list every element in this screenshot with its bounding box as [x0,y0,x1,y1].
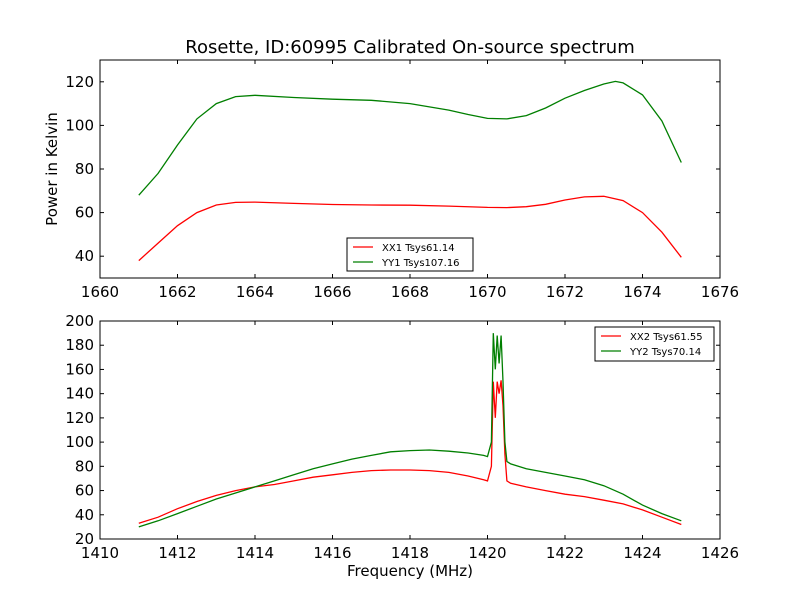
top-y-tick-label: 60 [75,204,94,222]
bottom-series-line-1 [138,380,682,526]
top-x-tick-label: 1672 [546,283,584,301]
top-x-tick-label: 1668 [391,283,429,301]
top-spectrum-plot: 1660 1662 1664 1666 1668 1670 1672 1674 1676 40 60… [43,59,739,301]
bottom-y-tick-label: 80 [75,457,94,475]
bottom-legend-label-1: XX2 Tsys61.55 [630,332,703,343]
top-x-tick-label: 1664 [236,283,274,301]
top-x-tick-label: 1676 [701,283,739,301]
figure-title: Rosette, ID:60995 Calibrated On-source s… [185,37,635,58]
top-x-tick-label: 1674 [623,283,661,301]
bottom-y-tick-label: 60 [75,482,94,500]
bottom-y-tick-label: 160 [65,360,94,378]
bottom-x-tick-label: 1410 [81,544,119,562]
bottom-x-tick-label: 1426 [701,544,739,562]
bottom-x-tick-label: 1412 [158,544,196,562]
top-y-tick-label: 120 [65,73,94,91]
bottom-y-tick-label: 100 [65,433,94,451]
top-legend-label-2: YY1 Tsys107.16 [381,258,460,269]
top-x-tick-label: 1670 [468,283,506,301]
top-series-line-1 [138,195,682,262]
top-legend-box [346,237,474,272]
bottom-x-tick-label: 1414 [236,544,274,562]
bottom-y-tick-label: 180 [65,336,94,354]
bottom-x-tick-label: 1422 [546,544,584,562]
bottom-x-tick-label: 1416 [313,544,351,562]
bottom-y-tick-label: 40 [75,506,94,524]
bottom-x-axis-label: Frequency (MHz) [347,562,473,580]
bottom-y-tick-label: 120 [65,409,94,427]
top-x-tick-label: 1660 [81,283,119,301]
top-y-axis-label: Power in Kelvin [43,112,61,226]
top-y-tick-label: 80 [75,160,94,178]
bottom-x-tick-label: 1420 [468,544,506,562]
bottom-x-tick-label: 1424 [623,544,661,562]
bottom-legend: XX2 Tsys61.55 YY2 Tsys70.14 [594,326,715,362]
top-y-tick-label: 100 [65,116,94,134]
top-y-tick-label: 40 [75,247,94,265]
bottom-y-tick-label: 20 [75,530,94,548]
bottom-y-tick-label: 200 [65,312,94,330]
bottom-series-line-2 [138,333,682,528]
top-series-line-2 [138,80,682,196]
bottom-y-tick-label: 140 [65,385,94,403]
bottom-legend-label-2: YY2 Tsys70.14 [629,347,701,358]
top-legend-label-1: XX1 Tsys61.14 [382,243,455,254]
bottom-spectrum-plot: 1410 1412 1414 1416 1418 1420 1422 1424 1426 20 40… [65,312,739,580]
top-legend: XX1 Tsys61.14 YY1 Tsys107.16 [346,237,474,272]
bottom-x-tick-label: 1418 [391,544,429,562]
top-x-tick-label: 1666 [313,283,351,301]
top-x-tick-label: 1662 [158,283,196,301]
bottom-legend-box [594,326,715,362]
